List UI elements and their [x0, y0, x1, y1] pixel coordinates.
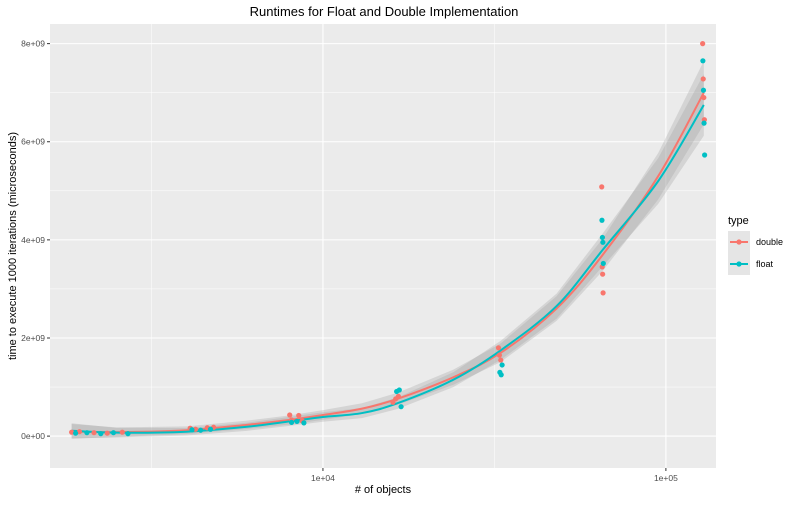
y-axis-ticks: 0e+00 2e+09 4e+09 6e+09 8e+09	[21, 39, 50, 441]
point-double	[700, 76, 706, 82]
point-float	[700, 58, 706, 64]
legend-label-double: double	[756, 237, 783, 247]
point-float	[600, 260, 606, 267]
point-float	[125, 431, 131, 437]
point-float	[701, 120, 707, 126]
legend: type double float	[728, 215, 783, 275]
point-float	[198, 427, 204, 433]
point-float	[700, 87, 707, 93]
point-double	[600, 271, 606, 277]
point-float	[288, 419, 295, 425]
y-tick-label: 8e+09	[21, 39, 45, 49]
point-float	[599, 217, 605, 223]
legend-key-point	[736, 261, 742, 267]
data-points	[69, 41, 708, 437]
y-tick-label: 4e+09	[21, 235, 45, 245]
legend-label-float: float	[756, 259, 774, 269]
x-axis-ticks: 1e+04 1e+05	[311, 468, 678, 483]
point-double	[701, 94, 707, 101]
point-float	[84, 430, 90, 436]
point-double	[498, 357, 504, 363]
point-float	[498, 372, 504, 378]
point-float	[189, 427, 195, 433]
point-float	[398, 404, 404, 410]
point-double	[395, 393, 402, 399]
x-tick-label: 1e+05	[654, 473, 678, 483]
point-double	[600, 290, 606, 296]
point-double	[287, 412, 293, 418]
point-float	[207, 426, 214, 432]
point-float	[499, 362, 505, 368]
x-tick-label: 1e+04	[311, 473, 335, 483]
x-axis-label: # of objects	[355, 484, 412, 496]
point-double	[69, 429, 75, 435]
grid	[50, 24, 716, 468]
point-double	[91, 430, 97, 436]
point-double	[599, 184, 605, 190]
legend-title: type	[728, 215, 749, 227]
point-double	[104, 430, 110, 436]
point-float	[301, 420, 307, 426]
chart-title: Runtimes for Float and Double Implementa…	[250, 4, 519, 19]
legend-key-point	[736, 239, 742, 245]
y-tick-label: 2e+09	[21, 333, 45, 343]
point-float	[600, 239, 606, 245]
point-float	[72, 430, 79, 436]
point-double	[296, 412, 302, 419]
y-tick-label: 0e+00	[21, 431, 45, 441]
y-axis-label: time to execute 1000 iterations (microse…	[7, 132, 19, 360]
point-double	[119, 429, 125, 435]
point-double	[496, 352, 503, 358]
point-float	[599, 234, 606, 241]
point-float	[702, 152, 708, 158]
point-float	[396, 387, 402, 393]
point-double	[495, 345, 502, 351]
point-double	[700, 41, 706, 47]
point-float	[98, 431, 104, 437]
point-float	[110, 430, 117, 436]
point-float	[294, 418, 300, 424]
y-tick-label: 6e+09	[21, 137, 45, 147]
